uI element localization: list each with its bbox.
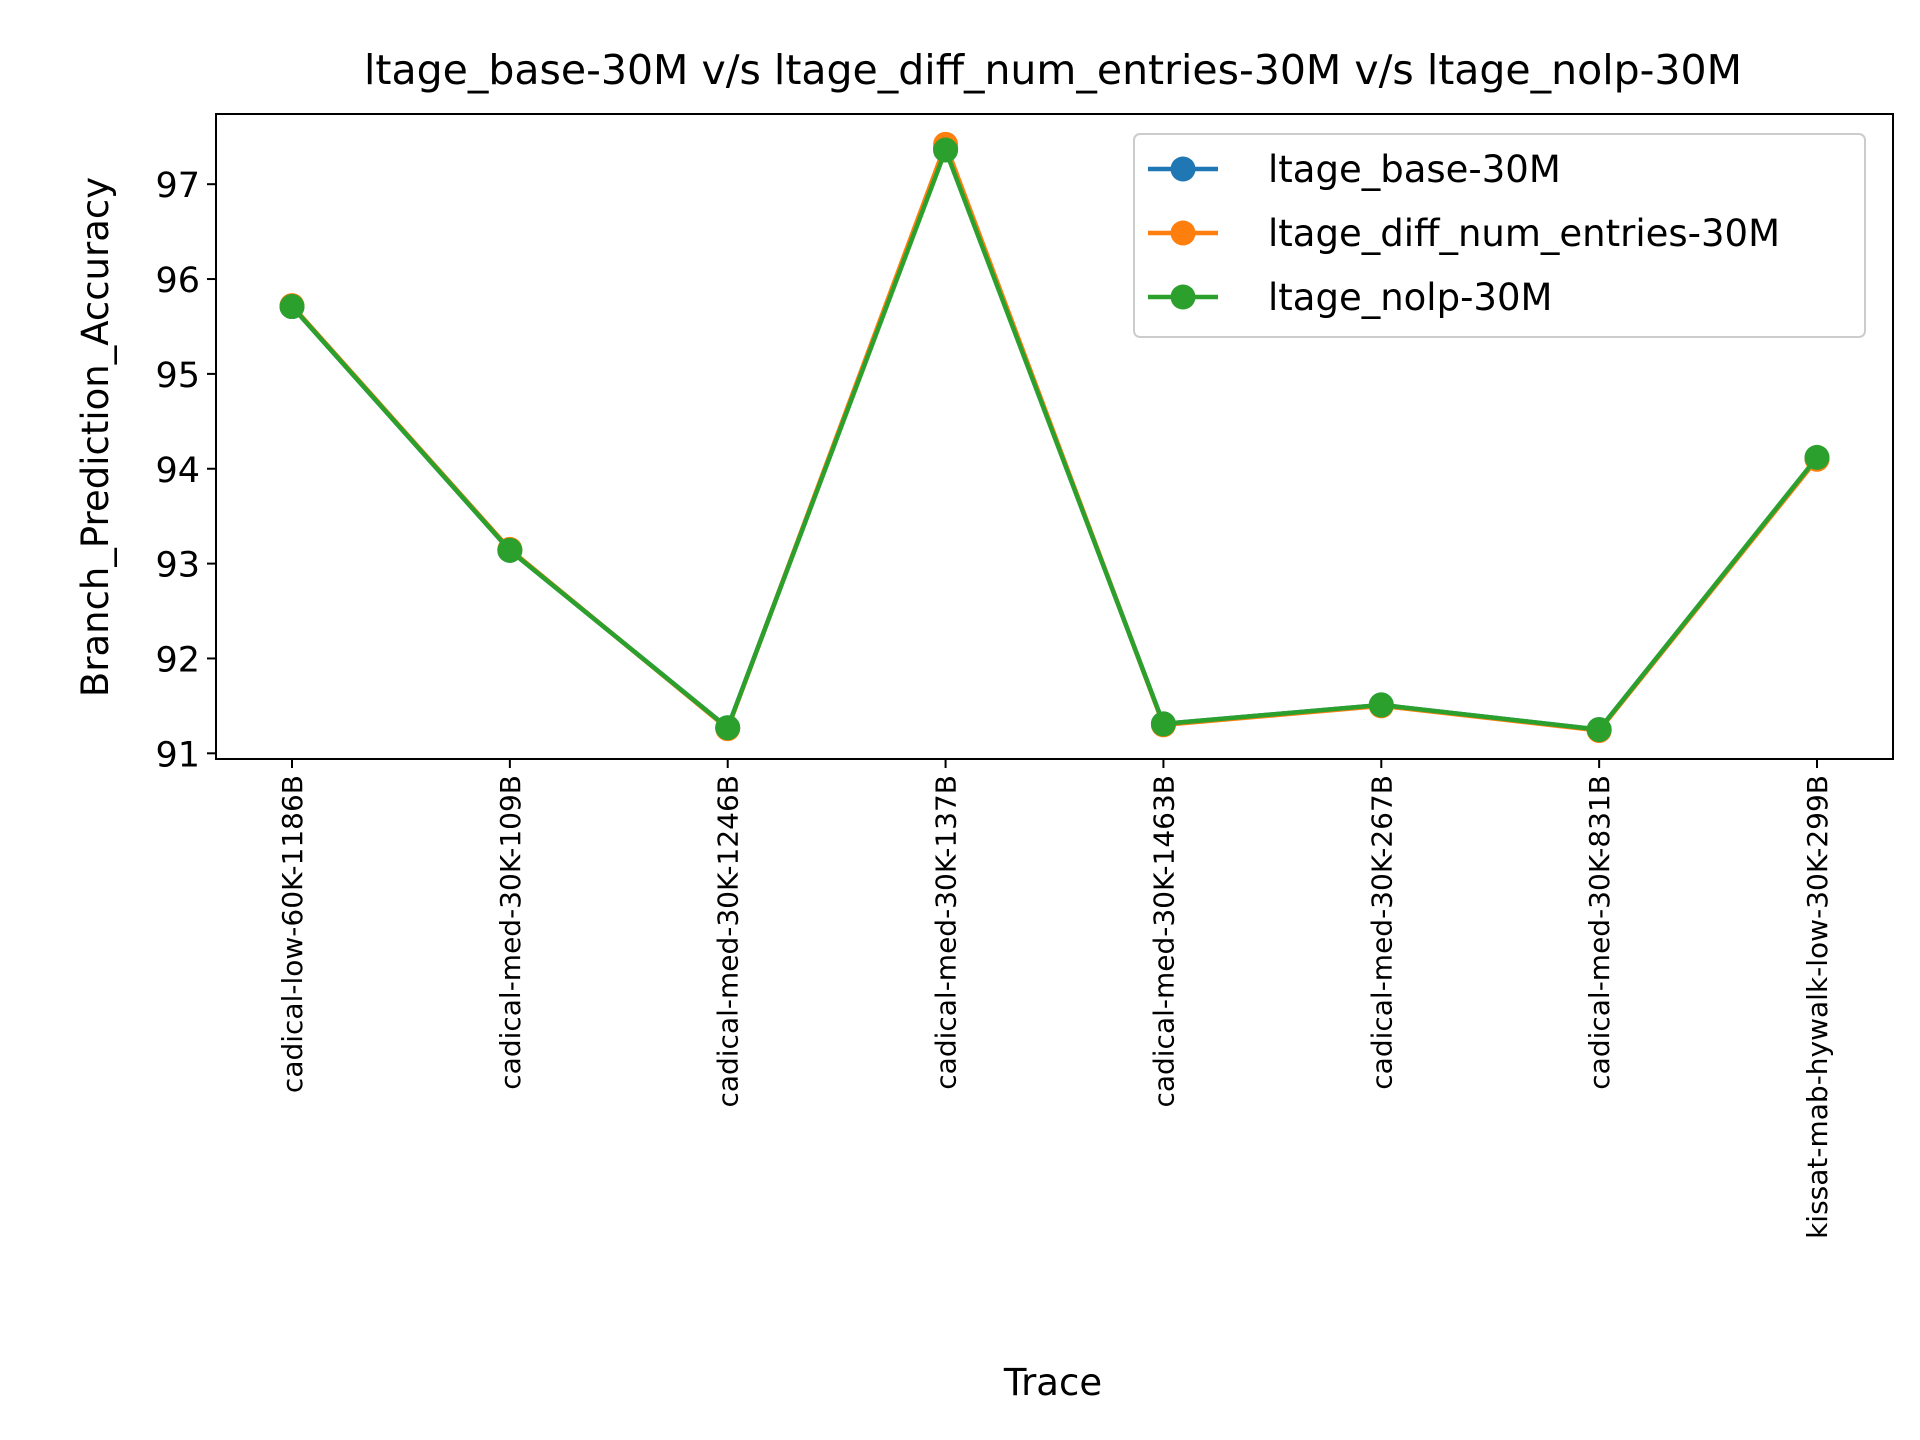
data-point [715, 715, 741, 741]
data-point [279, 294, 305, 320]
y-axis: 91 92 93 94 95 96 97 [155, 166, 216, 775]
legend-marker [1170, 156, 1196, 182]
plot-frame [215, 113, 1894, 760]
legend-label: ltage_diff_num_entries-30M [1268, 212, 1780, 255]
series-line [290, 147, 1819, 732]
y-tick-label: 92 [155, 640, 200, 680]
data-point [1804, 444, 1830, 470]
x-axis-label: Trace [1003, 1361, 1102, 1404]
legend-entry: ltage_diff_num_entries-30M [1148, 212, 1780, 255]
legend-marker [1170, 284, 1196, 310]
x-tick-label: cadical-med-30K-137B [930, 775, 963, 1090]
legend-label: ltage_base-30M [1268, 148, 1561, 191]
x-tick-label: cadical-low-60K-1186B [276, 775, 309, 1093]
series-3 [279, 137, 1830, 743]
y-tick-label: 94 [155, 451, 200, 491]
y-tick-label: 93 [155, 546, 200, 586]
data-point [497, 537, 523, 563]
x-tick-label: cadical-med-30K-109B [494, 775, 527, 1090]
data-point [1150, 711, 1176, 737]
legend-box [1133, 133, 1866, 338]
series-layer [279, 131, 1830, 744]
x-tick-label: kissat-mab-hywalk-low-30K-299B [1801, 775, 1834, 1239]
y-tick-label: 91 [155, 735, 200, 775]
x-tick-label: cadical-med-30K-1463B [1147, 775, 1180, 1108]
data-point [1368, 692, 1394, 718]
data-point [933, 137, 959, 163]
data-point [1586, 717, 1612, 743]
x-tick-label: cadical-med-30K-1246B [712, 775, 745, 1108]
x-axis: cadical-low-60K-1186B cadical-med-30K-109… [276, 759, 1834, 1239]
chart-title: ltage_base-30M v/s ltage_diff_num_entrie… [364, 46, 1742, 94]
legend-entry: ltage_base-30M [1148, 148, 1561, 191]
legend-marker [1170, 220, 1196, 246]
legend-label: ltage_nolp-30M [1268, 276, 1552, 319]
x-tick-label: cadical-med-30K-267B [1365, 775, 1398, 1090]
legend: ltage_base-30M ltage_diff_num_entries-30M… [1133, 133, 1866, 338]
legend-entry: ltage_nolp-30M [1148, 276, 1552, 319]
y-tick-label: 97 [155, 166, 200, 206]
x-tick-label: cadical-med-30K-831B [1583, 775, 1616, 1090]
y-axis-label: Branch_Prediction_Accuracy [74, 177, 117, 697]
y-tick-label: 96 [155, 261, 200, 301]
y-tick-label: 95 [155, 356, 200, 396]
